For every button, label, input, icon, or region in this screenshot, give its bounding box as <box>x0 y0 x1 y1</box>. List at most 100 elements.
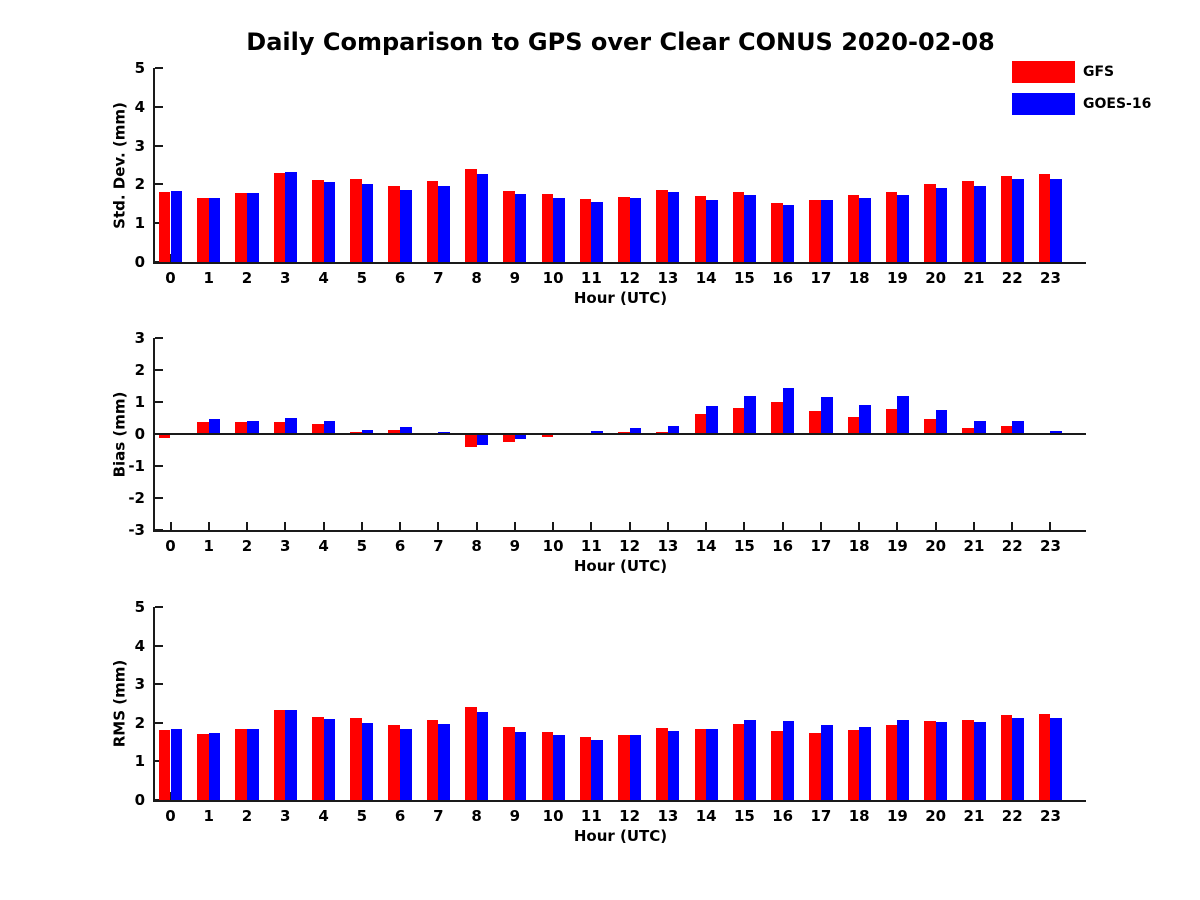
y-tick <box>155 529 163 531</box>
bar-goes16-h0 <box>170 191 183 262</box>
bar-goes16-h9 <box>514 434 527 440</box>
bar-goes16-h19 <box>897 195 910 262</box>
y-tick-label: -2 <box>128 489 145 507</box>
bar-goes16-h16 <box>782 204 795 262</box>
bar-goes16-h5 <box>361 722 374 800</box>
x-tick <box>399 522 402 530</box>
bar-gfs-h22 <box>1000 176 1013 262</box>
bar-goes16-h2 <box>247 420 259 434</box>
x-tick-label: 1 <box>203 269 214 287</box>
bar-gfs-h20 <box>924 184 936 262</box>
x-tick-label: 0 <box>165 807 176 825</box>
bar-goes16-h11 <box>591 739 603 800</box>
x-tick-label: 22 <box>1001 537 1023 555</box>
y-tick <box>155 401 163 403</box>
chart-title: Daily Comparison to GPS over Clear CONUS… <box>246 28 995 56</box>
bar-gfs-h3 <box>273 710 286 800</box>
y-tick <box>155 606 163 608</box>
x-tick-label: 15 <box>733 807 755 825</box>
bar-gfs-h7 <box>426 720 439 800</box>
y-tick <box>155 369 163 371</box>
bar-gfs-h15 <box>732 191 745 262</box>
bar-goes16-h23 <box>1050 179 1063 262</box>
y-tick-label: 1 <box>134 214 145 233</box>
bar-goes16-h4 <box>323 718 336 800</box>
x-tick-label: 23 <box>1040 807 1061 825</box>
bar-goes16-h11 <box>591 430 603 434</box>
y-tick-label: 1 <box>134 393 145 411</box>
y-tick <box>155 261 163 263</box>
x-tick-label: 9 <box>509 807 521 825</box>
x-tick <box>552 522 555 530</box>
x-tick <box>590 522 593 530</box>
x-tick-label: 22 <box>1001 807 1023 825</box>
bar-gfs-h19 <box>885 191 898 262</box>
bar-goes16-h2 <box>247 192 259 262</box>
bar-goes16-h18 <box>859 727 871 800</box>
y-tick <box>155 183 163 186</box>
bar-goes16-h4 <box>323 181 336 262</box>
x-tick-label: 11 <box>580 807 602 825</box>
bar-gfs-h0 <box>158 192 171 262</box>
x-tick-label: 17 <box>810 269 832 287</box>
y-tick-label: 5 <box>134 59 145 77</box>
x-tick-label: 12 <box>619 537 641 555</box>
x-tick-label: 12 <box>619 807 641 825</box>
bar-gfs-h18 <box>847 729 860 800</box>
bar-gfs-h14 <box>694 728 707 800</box>
y-tick-label: 4 <box>134 97 145 116</box>
bar-gfs-h1 <box>197 198 209 262</box>
x-tick-label: 18 <box>848 269 870 287</box>
bar-goes16-h8 <box>476 711 489 800</box>
bar-goes16-h18 <box>859 197 871 262</box>
bar-goes16-h3 <box>285 418 297 434</box>
x-tick-label: 4 <box>318 537 329 555</box>
y-tick-label: -3 <box>128 521 145 539</box>
bar-gfs-h6 <box>388 186 401 262</box>
bar-gfs-h4 <box>311 717 324 800</box>
x-tick-label: 23 <box>1040 537 1061 555</box>
x-tick <box>284 522 287 530</box>
y-tick-label: 2 <box>134 175 145 194</box>
y-tick <box>155 465 163 467</box>
bar-gfs-h6 <box>388 430 401 434</box>
x-tick <box>322 522 325 530</box>
y-axis <box>153 607 155 802</box>
x-tick-label: 15 <box>733 537 755 555</box>
y-tick-label: 3 <box>134 675 145 694</box>
x-tick-label: 18 <box>848 807 870 825</box>
x-tick-label: 20 <box>925 537 947 555</box>
legend-swatch-gfs <box>1012 61 1075 83</box>
bar-goes16-h3 <box>285 172 297 262</box>
legend-swatch-goes16 <box>1012 93 1075 115</box>
bar-goes16-h8 <box>476 174 489 262</box>
bar-goes16-h20 <box>935 188 948 262</box>
bar-goes16-h12 <box>629 735 642 800</box>
y-tick <box>155 683 163 686</box>
bar-goes16-h1 <box>208 197 221 262</box>
y-tick-label: 3 <box>134 136 145 155</box>
bar-gfs-h21 <box>962 427 974 434</box>
x-tick <box>1011 522 1014 530</box>
bar-gfs-h4 <box>311 423 324 434</box>
x-tick-label: 20 <box>925 269 947 287</box>
y-tick-label: 0 <box>134 253 145 271</box>
x-tick-label: 4 <box>318 807 329 825</box>
x-tick-label: 10 <box>542 537 564 555</box>
bar-goes16-h17 <box>820 396 833 434</box>
x-tick-label: 9 <box>509 537 521 555</box>
y-tick-label: 4 <box>134 636 145 655</box>
y-tick <box>155 337 163 339</box>
bar-goes16-h7 <box>438 185 450 262</box>
bar-gfs-h8 <box>464 706 477 800</box>
bar-gfs-h16 <box>771 203 783 262</box>
bar-gfs-h23 <box>1038 713 1051 800</box>
y-tick-label: 1 <box>134 752 145 771</box>
bar-gfs-h19 <box>885 724 898 800</box>
bar-goes16-h9 <box>514 732 527 800</box>
x-tick-label: 10 <box>542 807 564 825</box>
bar-goes16-h9 <box>514 194 527 262</box>
bar-goes16-h12 <box>629 427 642 434</box>
x-tick-label: 1 <box>203 537 214 555</box>
bar-gfs-h3 <box>273 173 286 262</box>
